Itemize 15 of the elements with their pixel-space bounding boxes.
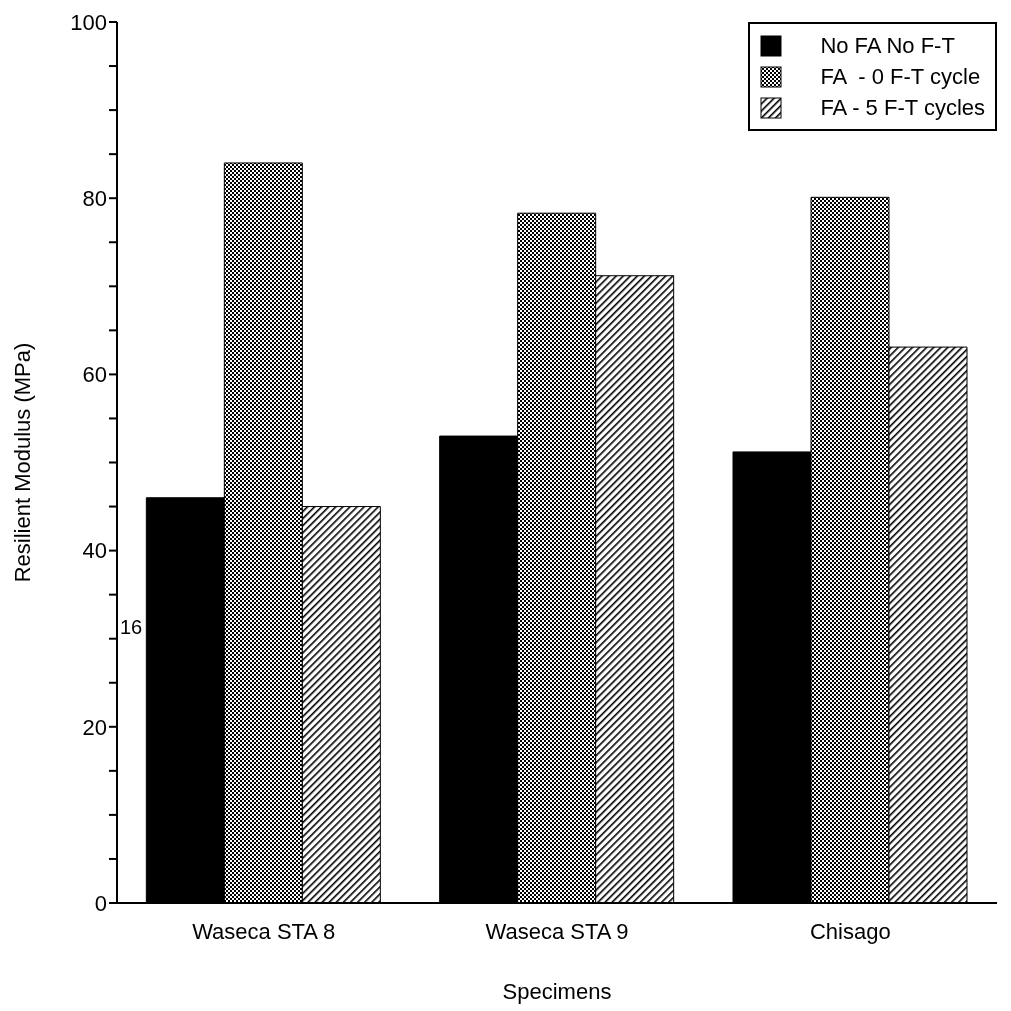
x-tick-label: Waseca STA 9 — [485, 918, 629, 944]
legend-label: FA - 0 F-T cycle — [820, 63, 981, 90]
y-tick-label: 20 — [82, 714, 107, 740]
y-tick-label: 100 — [70, 9, 107, 35]
x-tick-label: Chisago — [809, 918, 891, 944]
y-tick-label: 40 — [82, 538, 107, 564]
annotation: 16 — [120, 616, 143, 638]
legend-label: FA - 5 F-T cycles — [820, 94, 985, 121]
y-tick-label: 80 — [82, 186, 107, 212]
x-axis-title: Specimens — [502, 979, 612, 1004]
y-tick-label: 0 — [94, 890, 107, 916]
y-tick-label: 60 — [82, 362, 107, 388]
legend-label: No FA No F-T — [820, 32, 955, 59]
y-axis-title: Resilient Modulus (MPa) — [9, 342, 35, 583]
x-tick-label: Waseca STA 8 — [192, 918, 336, 944]
